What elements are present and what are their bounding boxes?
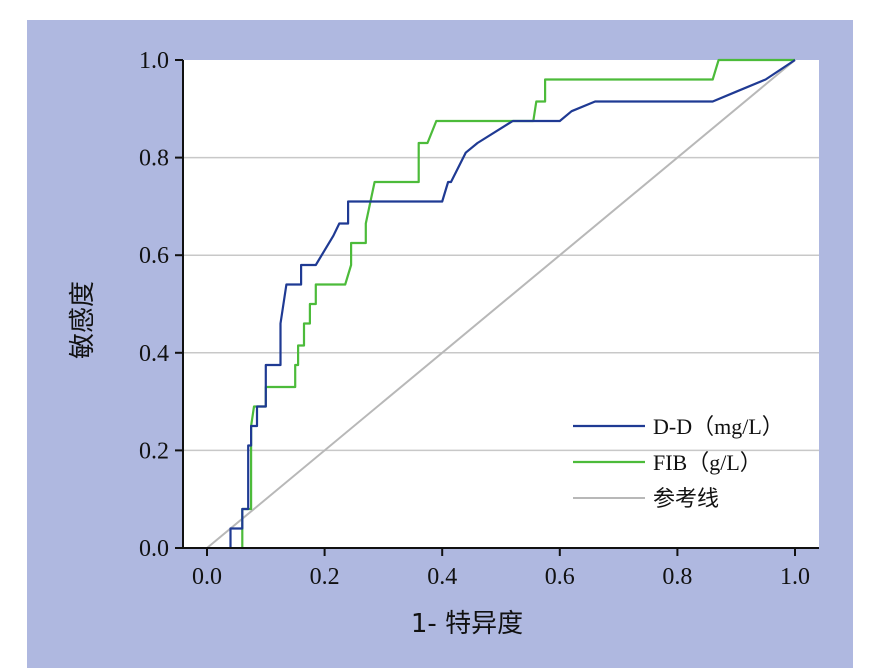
y-tick-label: 0.2 [139,438,169,464]
y-tick-label: 1.0 [139,48,169,74]
x-axis-title: 1- 特异度 [411,609,523,639]
y-tick-label: 0.4 [139,341,169,367]
x-tick-label: 0.0 [192,564,222,590]
x-tick-label: 1.0 [780,564,810,590]
y-tick-label: 0.6 [139,243,169,269]
x-tick-label: 0.6 [545,564,575,590]
x-tick-label: 0.4 [427,564,457,590]
y-tick-label: 0.8 [139,146,169,172]
x-tick-label: 0.8 [662,564,692,590]
gridlines [183,156,819,452]
y-tick-label: 0.0 [139,536,169,562]
series-line-0 [229,59,796,548]
x-tick-labels: 0.0 0.2 0.4 0.6 0.8 1.0 [192,548,810,590]
legend-label-1: FIB（g/L） [653,450,762,475]
axes [182,60,819,549]
y-tick-labels: 0.0 0.2 0.4 0.6 0.8 1.0 [139,48,183,562]
series-layer [206,58,796,549]
legend-label-2: 参考线 [653,486,719,511]
roc-chart: 0.0 0.2 0.4 0.6 0.8 1.0 0.0 0.2 0.4 0.6 0.8 1.0 1-… [68,48,819,639]
series-line-2 [206,59,796,549]
chart-panel: 0.0 0.2 0.4 0.6 0.8 1.0 0.0 0.2 0.4 0.6 0.8 1.0 1-… [27,20,853,668]
x-tick-label: 0.2 [310,564,340,590]
legend-label-0: D-D（mg/L） [653,414,784,439]
y-axis-title: 敏感度 [68,281,98,359]
legend: D-D（mg/L） FIB（g/L） 参考线 [573,414,784,511]
